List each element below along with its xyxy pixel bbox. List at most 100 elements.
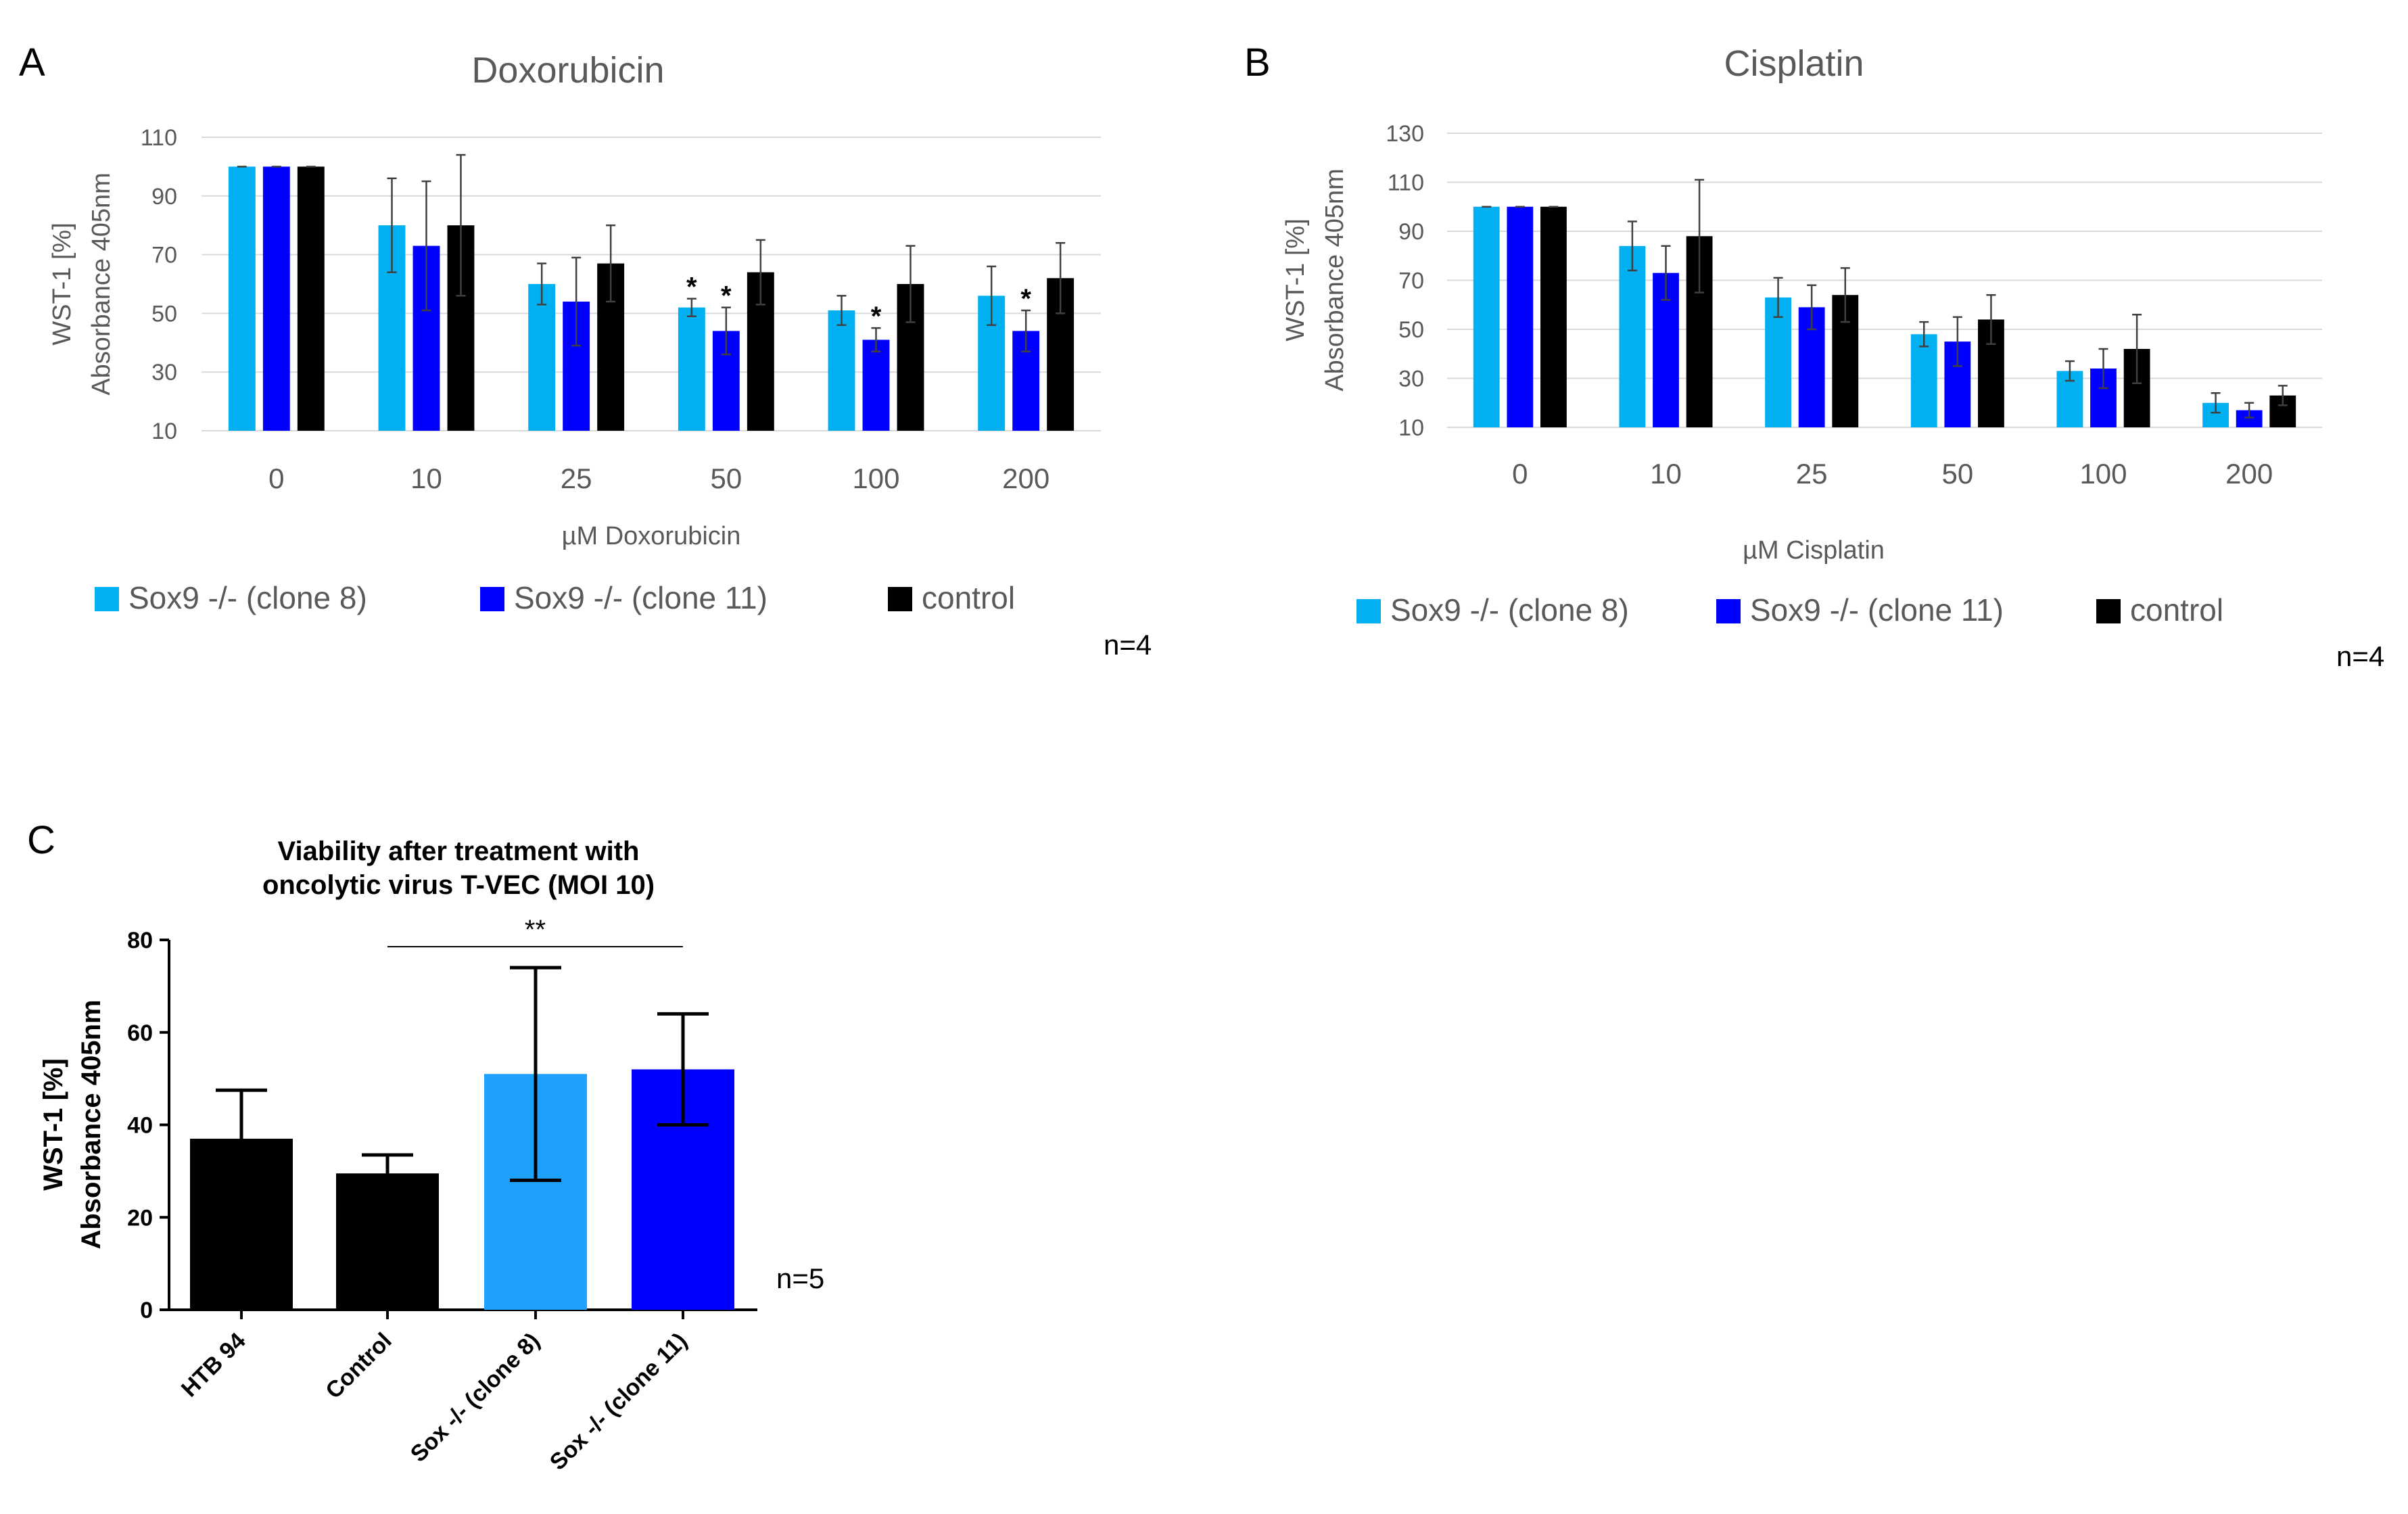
error-bar — [1807, 284, 1817, 331]
error-bar — [2277, 385, 2288, 406]
bar-a-s1-c4 — [862, 339, 890, 431]
error-bar — [836, 295, 847, 327]
bar-a-s2-c0 — [297, 166, 325, 431]
x-tick-label: 10 — [410, 463, 442, 494]
panel-letter-c: C — [27, 818, 55, 862]
y-tick-label: 90 — [1398, 219, 1424, 245]
bar-a-s0-c3 — [678, 307, 705, 431]
sample-size-label: n=4 — [1104, 629, 1152, 661]
error-bar — [2064, 360, 2075, 382]
significance-star: * — [871, 302, 882, 331]
y-axis-label-line1: WST-1 [%] — [1281, 218, 1310, 341]
bar-c-1 — [336, 1173, 439, 1310]
x-tick-label: 10 — [1650, 458, 1682, 490]
error-bar — [1695, 179, 1705, 293]
significance-star: * — [1020, 284, 1031, 314]
significance-star: * — [721, 281, 732, 311]
error-bar — [2132, 314, 2142, 384]
x-tick-label: 200 — [2225, 458, 2273, 490]
x-tick-label: 100 — [852, 463, 899, 494]
error-bar — [1661, 245, 1671, 301]
bar-a-s0-c2 — [528, 284, 556, 431]
chart-cisplatin: 10 30 50 70 90 110 130 Cisplatin µM Cisplatin WST… — [1281, 43, 2384, 672]
chart-title: Doxorubicin — [471, 50, 664, 91]
error-bar — [1056, 241, 1066, 314]
legend-swatch — [1356, 599, 1381, 623]
sample-size-label: n=5 — [776, 1262, 824, 1294]
error-bar — [1840, 267, 1850, 323]
error-bar — [456, 153, 466, 297]
legend-label: Sox9 -/- (clone 11) — [514, 580, 768, 615]
chart-title: Cisplatin — [1724, 43, 1864, 84]
legend-label: Sox9 -/- (clone 8) — [1390, 592, 1629, 628]
chart-title-line2: oncolytic virus T-VEC (MOI 10) — [262, 870, 655, 900]
legend-label: Sox9 -/- (clone 11) — [1750, 592, 2004, 628]
y-tick-label: 10 — [151, 419, 177, 444]
error-bar — [1986, 294, 1996, 345]
x-tick-label: Control — [321, 1328, 396, 1404]
error-bar — [871, 327, 881, 353]
y-axis-label-line2: Absorbance 405nm — [1321, 168, 1349, 392]
y-tick-label: 40 — [127, 1113, 153, 1139]
error-bar — [1627, 220, 1637, 272]
chart-title-line1: Viability after treatment with — [278, 836, 640, 866]
error-bar — [510, 966, 561, 1183]
legend-swatch — [1716, 599, 1741, 623]
x-axis-label: µM Cisplatin — [1743, 536, 1885, 565]
panel-letter-b: B — [1244, 41, 1271, 85]
error-bar — [721, 306, 731, 356]
y-tick-label: 10 — [1398, 415, 1424, 441]
y-tick-label: 110 — [1388, 170, 1424, 196]
bar-a-s0-c0 — [228, 166, 256, 431]
x-tick-label: 0 — [268, 463, 284, 494]
error-bar — [606, 224, 616, 303]
panel-letter-a: A — [19, 41, 45, 85]
x-tick-label: 100 — [2079, 458, 2127, 490]
x-tick-label: 50 — [710, 463, 742, 494]
legend-swatch — [480, 587, 504, 611]
error-bar — [216, 1088, 267, 1189]
legend-label: control — [2130, 592, 2223, 628]
error-bar — [387, 177, 397, 273]
error-bar — [1021, 309, 1031, 353]
legend-swatch — [2096, 599, 2121, 623]
y-axis-label-line1: WST-1 [%] — [39, 1058, 68, 1191]
bar-b-s2-c0 — [1540, 206, 1567, 427]
x-tick-label: HTB 94 — [176, 1328, 251, 1402]
bar-b-s0-c0 — [1473, 206, 1500, 427]
significance-star: * — [686, 273, 697, 302]
legend-swatch — [95, 587, 119, 611]
bar-b-s0-c2 — [1765, 297, 1791, 427]
sample-size-label: n=4 — [2336, 640, 2384, 672]
y-tick-label: 70 — [151, 243, 177, 268]
chart-tvec-viability: Viability after treatment with oncolytic … — [39, 836, 824, 1475]
error-bar — [421, 180, 431, 312]
legend-swatch — [888, 587, 912, 611]
error-bar — [1773, 277, 1783, 318]
error-bar — [2098, 348, 2108, 389]
y-tick-label: 90 — [151, 184, 177, 210]
y-tick-label: 130 — [1386, 121, 1424, 147]
error-bar — [686, 298, 697, 317]
x-tick-label: Sox -/- (clone 8) — [406, 1328, 545, 1467]
error-bar — [2211, 392, 2221, 414]
y-tick-label: 110 — [141, 125, 177, 151]
error-bar — [1919, 321, 1929, 348]
error-bar — [987, 265, 997, 327]
legend-label: control — [922, 580, 1015, 615]
y-tick-label: 50 — [151, 301, 177, 327]
x-tick-label: 25 — [561, 463, 592, 494]
x-tick-label: 50 — [1941, 458, 1973, 490]
y-axis-label-line1: WST-1 [%] — [48, 222, 76, 346]
legend-label: Sox9 -/- (clone 8) — [128, 580, 367, 615]
y-tick-label: 60 — [127, 1020, 153, 1046]
bar-a-s1-c0 — [262, 166, 290, 431]
y-tick-label: 30 — [1398, 366, 1424, 392]
error-bar — [362, 1153, 413, 1194]
error-bar — [755, 239, 765, 306]
y-tick-label: 0 — [140, 1298, 153, 1323]
y-tick-label: 30 — [151, 360, 177, 385]
significance-label: ** — [525, 915, 546, 945]
y-axis-label-line2: Absorbance 405nm — [87, 172, 116, 396]
